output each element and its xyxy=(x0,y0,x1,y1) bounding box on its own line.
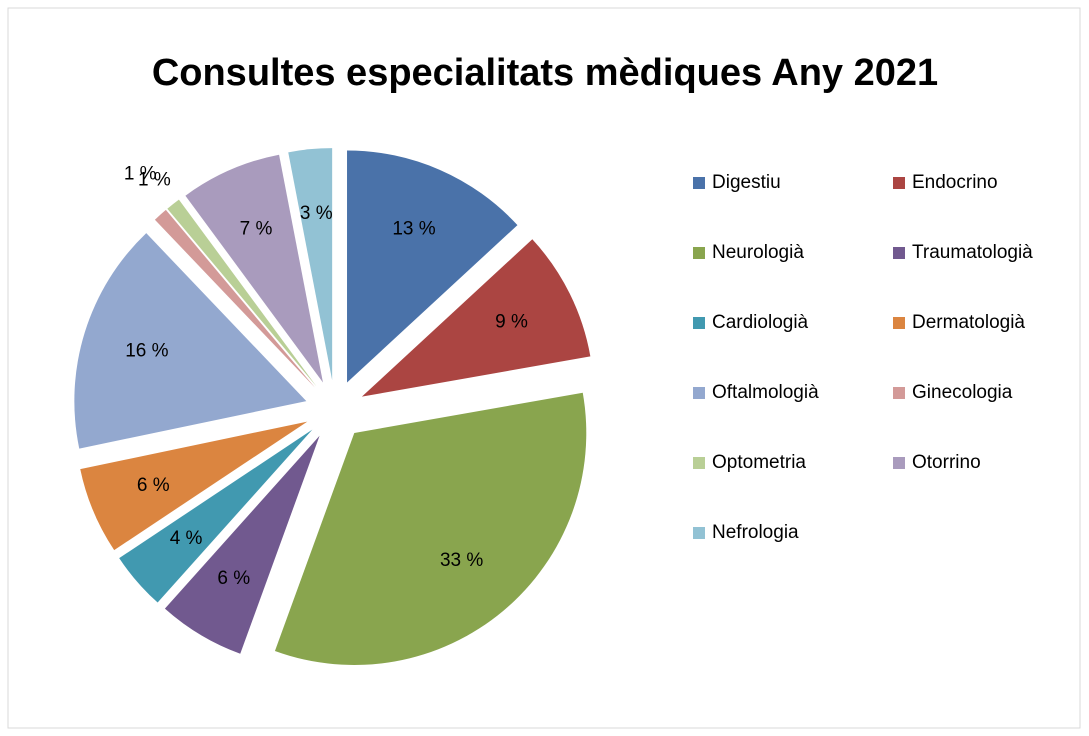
legend-label: Cardiologià xyxy=(712,312,809,333)
data-label: 9 % xyxy=(495,312,528,333)
data-label: 33 % xyxy=(440,550,483,571)
pie-slice xyxy=(185,154,323,383)
legend-swatch xyxy=(693,247,705,259)
legend-label: Digestiu xyxy=(712,172,781,193)
chart-title: Consultes especialitats mèdiques Any 202… xyxy=(152,52,938,94)
legend-swatch xyxy=(693,387,705,399)
legend-swatch xyxy=(893,317,905,329)
data-label: 4 % xyxy=(170,528,203,549)
pie-slice xyxy=(154,209,315,388)
legend-label: Ginecologia xyxy=(912,382,1013,403)
legend-label: Neurologià xyxy=(712,242,804,263)
data-label: 16 % xyxy=(125,341,168,362)
pie-slice xyxy=(74,233,307,449)
legend-swatch xyxy=(893,387,905,399)
pie-slice xyxy=(361,239,591,397)
data-label: 7 % xyxy=(240,219,273,240)
data-label: 1 % xyxy=(138,169,171,190)
legend-swatch xyxy=(693,527,705,539)
legend-label: Nefrologia xyxy=(712,522,799,543)
pie-slice xyxy=(80,421,308,551)
pie-slice xyxy=(274,392,587,665)
data-label: 13 % xyxy=(392,219,435,240)
data-label: 6 % xyxy=(137,475,170,496)
legend-swatch xyxy=(693,317,705,329)
pie-slice xyxy=(288,148,333,381)
legend-label: Otorrino xyxy=(912,452,981,473)
legend-swatch xyxy=(693,457,705,469)
pie-slice xyxy=(119,429,313,603)
pie-slice xyxy=(347,150,518,383)
legend-label: Optometria xyxy=(712,452,806,473)
legend-swatch xyxy=(893,457,905,469)
legend-label: Endocrino xyxy=(912,172,998,193)
legend-swatch xyxy=(893,247,905,259)
data-label: 1 % xyxy=(124,163,157,184)
legend-label: Dermatologià xyxy=(912,312,1025,333)
data-label: 3 % xyxy=(300,203,333,224)
pie-slice xyxy=(164,435,320,654)
data-label: 6 % xyxy=(217,568,250,589)
legend-label: Traumatologià xyxy=(912,242,1033,263)
pie-slice xyxy=(167,199,317,387)
legend-label: Oftalmologià xyxy=(712,382,819,403)
legend-swatch xyxy=(893,177,905,189)
legend-swatch xyxy=(693,177,705,189)
